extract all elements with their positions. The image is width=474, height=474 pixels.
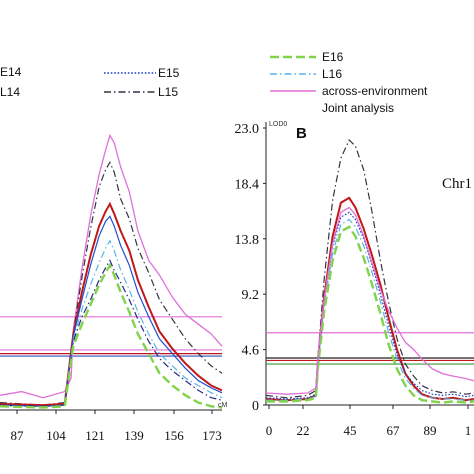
x-tick-label: 156 [164, 428, 184, 443]
series-line-across [265, 206, 474, 395]
series-line-l15 [0, 160, 223, 406]
y-tick-label: 9.2 [242, 288, 260, 303]
x-tick-label: 0 [266, 423, 273, 438]
panel-a: 87 104 121 139 156 173 cM [0, 133, 228, 443]
legend: E14 L14 E15 L15 E16 L16 across-environment Join… [0, 50, 428, 115]
y-tick-label: 0 [252, 399, 259, 414]
legend-label-joint: Joint analysis [322, 101, 394, 115]
series-line-l16 [266, 218, 474, 401]
y-axis-label: LOD0 [269, 121, 287, 128]
series-line-e15 [265, 211, 474, 400]
series-line-l14 [0, 259, 223, 407]
legend-label-across: across-environment [322, 84, 428, 98]
series-line-joint [265, 196, 474, 402]
x-tick-label: 45 [344, 423, 357, 438]
y-tick-label: 18.4 [235, 177, 260, 192]
panel-letter: B [296, 125, 307, 142]
y-tick-label: 4.6 [242, 344, 260, 359]
y-tick-label: 13.8 [235, 233, 260, 248]
x-tick-label: 121 [85, 428, 105, 443]
series-line-e16 [266, 225, 474, 404]
legend-label-l14: L14 [0, 85, 20, 99]
x-tick-label: 104 [46, 428, 66, 443]
x-tick-label: 139 [124, 428, 144, 443]
panel-b: 0 22 45 67 89 1 0 4.6 9.2 13.8 18.4 23.0 LOD0 B Chr1 [235, 121, 474, 438]
x-tick-label: 173 [202, 428, 222, 443]
x-tick-label: 22 [297, 423, 310, 438]
legend-label-e14: E14 [0, 65, 22, 79]
x-tick-label: 89 [424, 423, 437, 438]
series-line-l16 [0, 239, 223, 407]
chart-title: Chr1 [442, 176, 472, 192]
series-line-joint [0, 201, 223, 407]
series-line-e14 [0, 215, 223, 407]
x-tick-label: 1 [465, 423, 472, 438]
legend-label-l16: L16 [322, 67, 342, 81]
series-line-e16 [0, 262, 223, 409]
legend-label-e15: E15 [158, 66, 180, 80]
x-tick-label: 67 [387, 423, 401, 438]
y-tick-label: 23.0 [235, 122, 260, 137]
legend-label-e16: E16 [322, 50, 344, 64]
legend-label-l15: L15 [158, 85, 178, 99]
x-tick-label: 87 [11, 428, 25, 443]
x-axis-label: cM [218, 402, 228, 409]
